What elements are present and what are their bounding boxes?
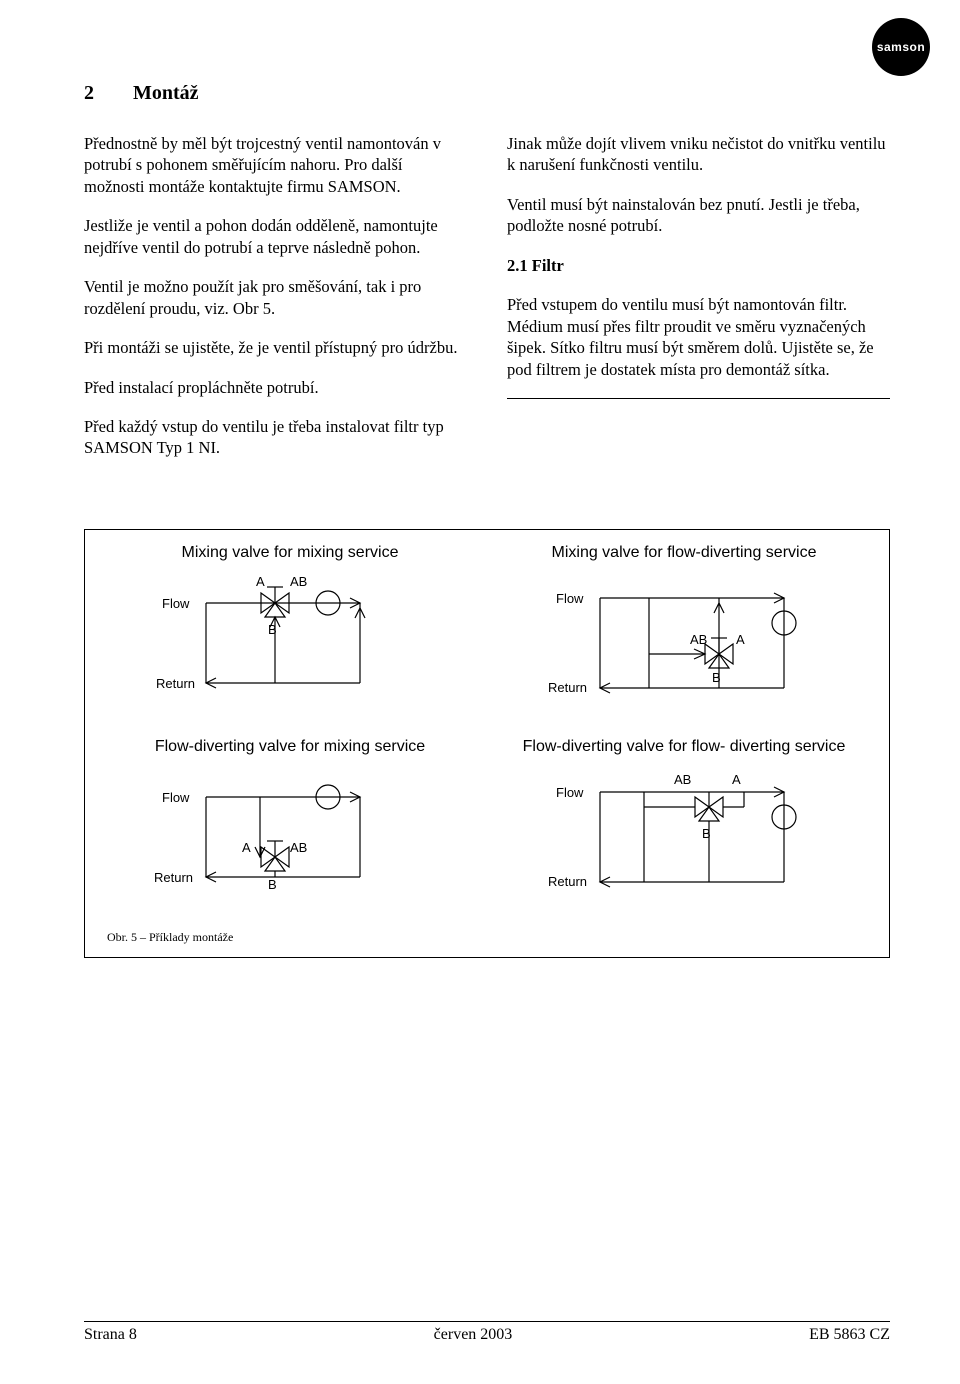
port-label-ab: AB (290, 840, 307, 855)
page: samson 2 Montáž Přednostně by měl být tr… (0, 0, 960, 1384)
samson-logo: samson (872, 18, 930, 76)
figure-box: Mixing valve for mixing service (84, 529, 890, 958)
subsection-number: 2.1 (507, 256, 528, 275)
port-label-ab: AB (674, 772, 691, 787)
section-heading: 2 Montáž (84, 82, 890, 105)
paragraph: Ventil musí být nainstalován bez pnutí. … (507, 194, 890, 237)
diagram-title: Flow-diverting valve for flow- diverting… (523, 738, 846, 756)
paragraph: Před instalací propláchněte potrubí. (84, 377, 467, 398)
port-label-ab: AB (690, 632, 707, 647)
diagram-cell: Mixing valve for mixing service (103, 544, 477, 718)
port-label-b: B (268, 877, 277, 892)
return-label: Return (156, 676, 195, 691)
paragraph: Před vstupem do ventilu musí být namonto… (507, 294, 890, 380)
diagram-title: Flow-diverting valve for mixing service (155, 738, 425, 756)
port-label-a: A (732, 772, 741, 787)
flow-label: Flow (556, 591, 584, 606)
port-label-b: B (268, 622, 277, 637)
footer-center: červen 2003 (434, 1326, 513, 1344)
logo-text: samson (877, 40, 925, 54)
divider (507, 398, 890, 399)
flow-label: Flow (162, 790, 190, 805)
return-label: Return (154, 870, 193, 885)
section-title: Montáž (133, 82, 199, 104)
port-label-a: A (242, 840, 251, 855)
diagram-cell: Flow-diverting valve for flow- diverting… (497, 738, 871, 912)
paragraph: Jinak může dojít vlivem vniku nečistot d… (507, 133, 890, 176)
figure-caption: Obr. 5 – Příklady montáže (107, 930, 871, 945)
diagram-svg: Flow Return AB A B (514, 568, 854, 718)
footer-right: EB 5863 CZ (809, 1326, 890, 1344)
diagram-svg: Flow Return A AB B (120, 762, 460, 912)
diagram-cell: Flow-diverting valve for mixing service (103, 738, 477, 912)
left-column: Přednostně by měl být trojcestný ventil … (84, 133, 467, 477)
text-columns: Přednostně by měl být trojcestný ventil … (84, 133, 890, 477)
subsection-heading: 2.1 Filtr (507, 255, 890, 276)
footer: Strana 8 červen 2003 EB 5863 CZ (84, 1321, 890, 1344)
flow-label: Flow (162, 596, 190, 611)
return-label: Return (548, 874, 587, 889)
diagram-title: Mixing valve for mixing service (182, 544, 399, 562)
paragraph: Jestliže je ventil a pohon dodán oddělen… (84, 215, 467, 258)
paragraph: Ventil je možno použít jak pro směšování… (84, 276, 467, 319)
paragraph: Před každý vstup do ventilu je třeba ins… (84, 416, 467, 459)
flow-label: Flow (556, 785, 584, 800)
diagram-title: Mixing valve for flow-diverting service (552, 544, 817, 562)
port-label-b: B (712, 670, 721, 685)
port-label-a: A (256, 574, 265, 589)
section-number: 2 (84, 82, 94, 104)
right-column: Jinak může dojít vlivem vniku nečistot d… (507, 133, 890, 477)
port-label-a: A (736, 632, 745, 647)
diagram-grid: Mixing valve for mixing service (103, 544, 871, 912)
paragraph: Přednostně by měl být trojcestný ventil … (84, 133, 467, 197)
port-label-b: B (702, 826, 711, 841)
diagram-svg: Flow Return AB A B (514, 762, 854, 912)
footer-left: Strana 8 (84, 1326, 137, 1344)
diagram-cell: Mixing valve for flow-diverting service (497, 544, 871, 718)
paragraph: Při montáži se ujistěte, že je ventil př… (84, 337, 467, 358)
return-label: Return (548, 680, 587, 695)
port-label-ab: AB (290, 574, 307, 589)
subsection-title: Filtr (532, 256, 564, 275)
diagram-svg: Flow Return A AB B (120, 568, 460, 718)
